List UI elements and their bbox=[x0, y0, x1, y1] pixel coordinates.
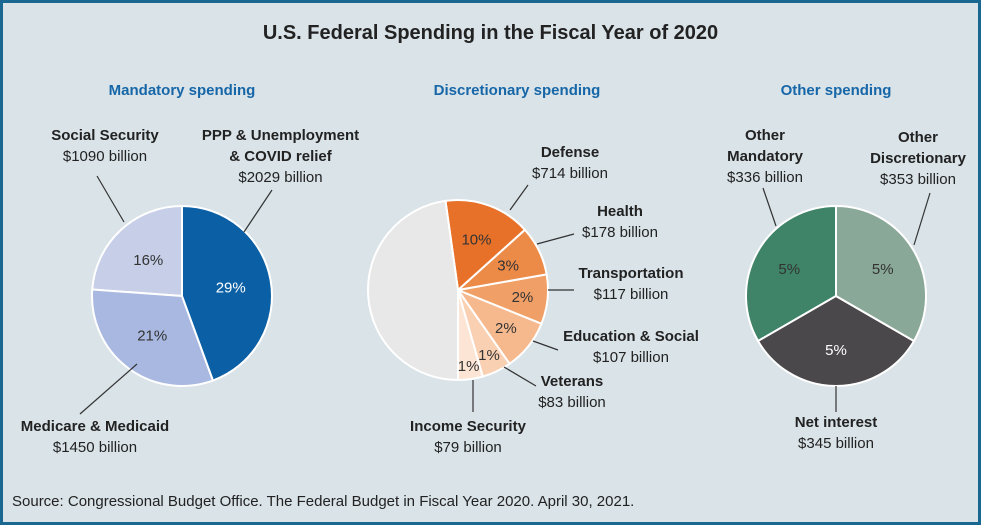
label-defense: Defense $714 billion bbox=[532, 144, 608, 182]
label-ppp: PPP & Unemployment & COVID relief $2029 bi… bbox=[201, 127, 360, 186]
slice-remainder bbox=[367, 199, 459, 382]
leader-line bbox=[762, 187, 777, 227]
percent-label: 21% bbox=[137, 328, 167, 345]
other-subtitle: Other spending bbox=[780, 82, 892, 99]
slice-other-mandatory bbox=[745, 204, 837, 343]
slice-defense bbox=[444, 199, 527, 293]
leader-line bbox=[536, 233, 575, 245]
label-health: Health $178 billion bbox=[582, 203, 658, 241]
discretionary-subtitle: Discretionary spending bbox=[433, 82, 601, 99]
label-transportation: Transportation $117 billion bbox=[578, 265, 684, 303]
leader-line bbox=[503, 366, 537, 387]
mandatory-subtitle: Mandatory spending bbox=[108, 82, 256, 99]
label-veterans: Veterans $83 billion bbox=[538, 373, 606, 411]
label-other-discretionary: Other Discretionary $353 billion bbox=[870, 129, 966, 188]
label-medicare: Medicare & Medicaid $1450 billion bbox=[20, 418, 170, 456]
leader-lines bbox=[79, 175, 931, 415]
leader-line bbox=[243, 189, 273, 233]
chart-title: U.S. Federal Spending in the Fiscal Year… bbox=[262, 22, 719, 44]
slice-medicare-medicaid bbox=[91, 288, 215, 387]
percent-label: 10% bbox=[461, 231, 491, 248]
label-social-security: Social Security $1090 billion bbox=[51, 127, 159, 165]
leader-line bbox=[96, 175, 125, 223]
leader-line bbox=[532, 340, 559, 351]
slice-social-security bbox=[91, 204, 183, 298]
percent-label: 3% bbox=[497, 258, 519, 275]
percent-label: 1% bbox=[458, 358, 480, 375]
percent-label: 29% bbox=[216, 279, 246, 296]
label-other-mandatory: Other Mandatory $336 billion bbox=[727, 127, 803, 186]
percent-label: 5% bbox=[825, 342, 847, 359]
percent-label: 2% bbox=[495, 320, 517, 337]
label-education: Education & Social $107 billion bbox=[563, 328, 699, 366]
label-income-security: Income Security $79 billion bbox=[410, 418, 526, 456]
percent-label: 16% bbox=[133, 252, 163, 269]
leader-line bbox=[79, 363, 138, 415]
slice-net-interest bbox=[756, 294, 916, 387]
slice-other-discretionary bbox=[835, 204, 927, 343]
percent-label: 2% bbox=[512, 289, 534, 306]
leader-line bbox=[509, 184, 529, 211]
label-net-interest: Net interest $345 billion bbox=[794, 414, 878, 452]
percent-label: 5% bbox=[778, 261, 800, 278]
slice-ppp-unemployment-covid-relief bbox=[181, 204, 274, 382]
percent-label: 5% bbox=[872, 261, 894, 278]
leader-line bbox=[913, 192, 931, 246]
percent-label: 1% bbox=[478, 347, 500, 364]
source-note: Source: Congressional Budget Office. The… bbox=[12, 493, 635, 510]
